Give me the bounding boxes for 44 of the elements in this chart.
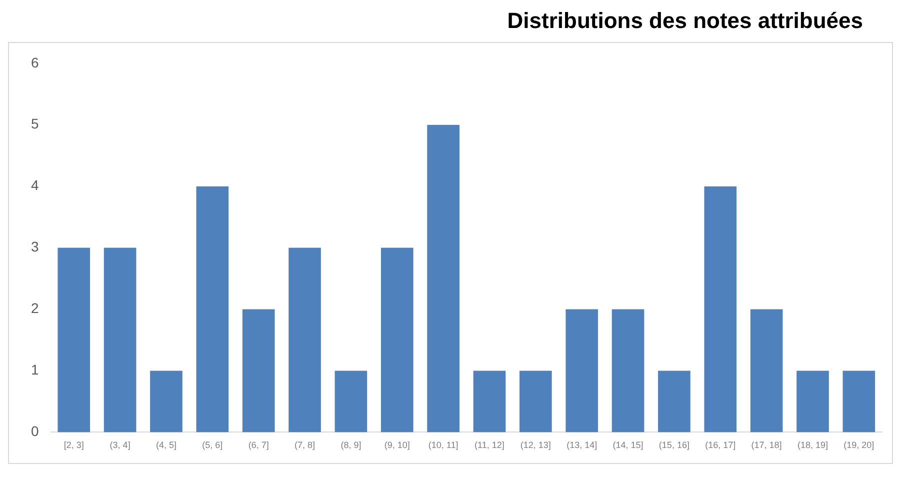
bar	[842, 370, 876, 432]
x-tick-label: (9, 10]	[384, 440, 410, 450]
x-tick-label: (7, 8]	[294, 440, 316, 450]
bar	[704, 186, 737, 432]
x-tick-label: (14, 15]	[612, 440, 644, 450]
bar	[288, 248, 321, 432]
bar	[612, 309, 644, 432]
x-tick-label: (10, 11]	[428, 440, 458, 450]
x-tick-label: (8, 9]	[340, 440, 362, 450]
x-tick-label: (6, 7]	[248, 440, 269, 450]
y-tick-label: 6	[30, 54, 39, 70]
bar	[196, 186, 229, 432]
bar	[150, 370, 182, 432]
bar	[104, 248, 136, 432]
bar	[750, 309, 783, 432]
bar	[334, 370, 368, 432]
bar	[796, 370, 829, 432]
x-tick-label: (3, 4]	[110, 440, 130, 450]
bar	[242, 309, 275, 432]
x-tick-label: [2, 3]	[64, 440, 84, 450]
x-tick-label: (12, 13]	[520, 440, 551, 450]
bar	[473, 370, 506, 432]
x-tick-label: (19, 20]	[844, 440, 874, 450]
y-tick-label: 3	[30, 238, 39, 255]
x-tick-label: (4, 5]	[156, 440, 176, 450]
y-tick-label: 1	[30, 362, 39, 378]
x-tick-label: (11, 12]	[474, 440, 504, 450]
x-tick-label: (18, 19]	[797, 440, 828, 450]
y-tick-label: 5	[30, 116, 39, 132]
bar	[380, 248, 414, 432]
chart-title: Distributions des notes attribuées	[506, 8, 864, 35]
x-tick-label: (15, 16]	[658, 440, 690, 450]
x-tick-label: (5, 6]	[202, 440, 223, 450]
y-tick-label: 2	[30, 300, 39, 316]
bar	[520, 370, 552, 432]
y-tick-label: 4	[30, 177, 39, 194]
x-tick-label: (16, 17]	[705, 440, 736, 450]
y-tick-label: 0	[30, 423, 39, 440]
bar	[658, 370, 690, 432]
x-tick-label: (17, 18]	[751, 440, 782, 450]
bar	[58, 248, 90, 432]
x-tick-label: (13, 14]	[566, 440, 598, 450]
bar	[566, 309, 598, 432]
bar	[427, 124, 460, 432]
